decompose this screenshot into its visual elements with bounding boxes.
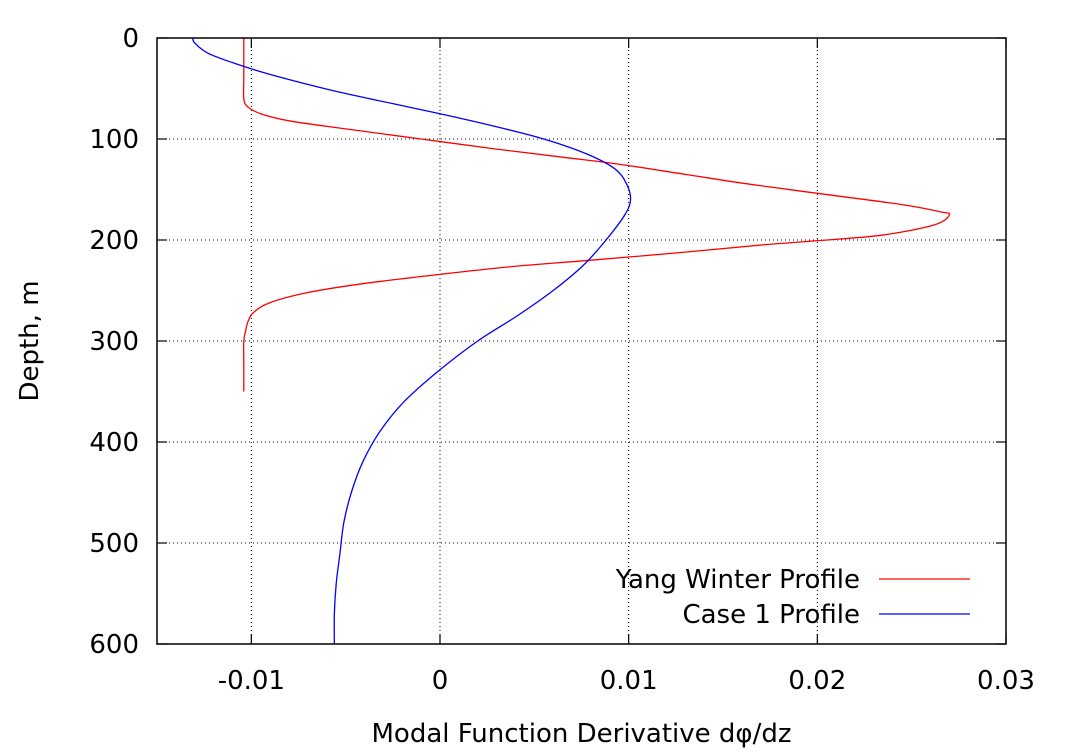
legend-label: Case 1 Profile [682, 600, 860, 630]
y-tick-label: 200 [89, 226, 139, 256]
x-tick-label: 0.03 [977, 666, 1035, 696]
x-tick-label: 0.01 [600, 666, 658, 696]
series-line-1 [242, 37, 951, 392]
series-group [192, 37, 951, 645]
x-tick-label: 0 [432, 666, 449, 696]
y-tick-label: 600 [89, 630, 139, 660]
grid [157, 38, 1006, 644]
y-tick-label: 0 [122, 24, 139, 54]
y-tick-label: 400 [89, 428, 139, 458]
x-tick-label: -0.01 [218, 666, 285, 696]
y-axis-label: Depth, m [15, 280, 45, 401]
y-tick-label: 500 [89, 529, 139, 559]
plot-frame [156, 37, 1007, 645]
y-tick-label: 300 [89, 327, 139, 357]
series-line-2 [192, 37, 632, 645]
x-tick-label: 0.02 [788, 666, 846, 696]
tick-labels: -0.01 0 0.01 0.02 0.03 0 100 200 300 400 500 600 [89, 24, 1035, 696]
legend-label: Yang Winter Profile [615, 565, 860, 595]
legend: Yang Winter Profile Case 1 Profile [615, 565, 970, 630]
y-tick-label: 100 [89, 125, 139, 155]
x-axis-label: Modal Function Derivative dφ/dz [372, 719, 792, 749]
